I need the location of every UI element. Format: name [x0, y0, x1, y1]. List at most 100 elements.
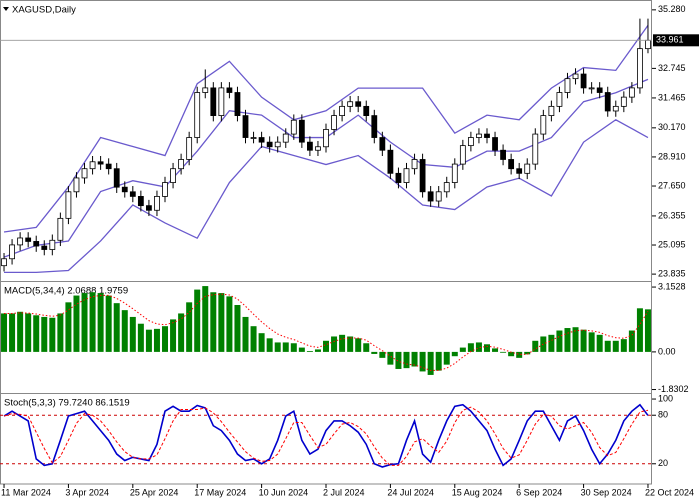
- candle-body: [467, 137, 474, 147]
- candle-body: [645, 39, 651, 50]
- stoch-main: [3, 403, 649, 468]
- candle-body: [339, 105, 345, 117]
- candle-body: [290, 119, 297, 135]
- candle-body: [97, 161, 104, 165]
- macd-bar: [314, 349, 321, 352]
- macd-bar: [49, 317, 56, 352]
- candle-body: [443, 182, 450, 193]
- candle-body: [266, 141, 273, 148]
- panel-title: Stoch(5,3,3) 79.7240 86.1519: [4, 398, 130, 409]
- menu-arrow: [3, 7, 9, 11]
- candle-body: [65, 191, 72, 219]
- macd-bar: [81, 293, 88, 352]
- candle-body: [572, 73, 579, 80]
- candle-body: [186, 137, 193, 160]
- macd-bar: [170, 319, 177, 352]
- macd-bar: [580, 329, 587, 352]
- y-tick-label: -1.8302: [658, 384, 689, 394]
- macd-bar: [403, 351, 410, 369]
- candle-body: [564, 78, 571, 93]
- candle-body: [170, 168, 176, 183]
- macd-bar: [65, 302, 72, 352]
- macd-bar: [459, 347, 466, 352]
- candle-body: [41, 245, 48, 250]
- macd-bar: [226, 296, 233, 352]
- candle-body: [146, 205, 152, 211]
- y-tick-label: 80: [658, 410, 668, 420]
- macd-bar: [467, 343, 474, 352]
- macd-bar: [492, 348, 499, 352]
- y-tick-label: 0.00: [658, 346, 676, 356]
- macd-bar: [194, 289, 201, 352]
- macd-bar: [347, 336, 354, 352]
- y-tick-label: 27.650: [658, 180, 686, 190]
- candle-body: [331, 115, 337, 130]
- x-tick-label: 15 Aug 2024: [452, 487, 503, 497]
- candle-body: [202, 87, 209, 93]
- candle-body: [89, 161, 96, 170]
- candle-body: [540, 115, 547, 135]
- macd-bar: [129, 316, 136, 352]
- candle-body: [81, 168, 88, 179]
- candle-body: [363, 105, 370, 117]
- macd-bar: [323, 340, 329, 352]
- candle-body: [620, 96, 627, 107]
- candle-body: [234, 92, 241, 117]
- stoch-signal: [3, 406, 649, 466]
- macd-signal: [4, 293, 649, 371]
- macd-bar: [451, 351, 458, 357]
- candle-body: [121, 186, 128, 193]
- candle-body: [451, 163, 458, 183]
- candle-body: [355, 101, 362, 107]
- candle-body: [403, 168, 410, 183]
- candle-body: [242, 115, 249, 138]
- x-tick-label: 10 Jun 2024: [259, 487, 309, 497]
- y-tick-label: 26.355: [658, 210, 686, 220]
- candle-body: [395, 172, 402, 183]
- candle-body: [162, 182, 168, 197]
- macd-bar: [17, 311, 24, 352]
- macd-bar: [435, 351, 442, 371]
- candle-body: [17, 237, 24, 246]
- candle-body: [387, 149, 394, 174]
- macd-bar: [202, 286, 209, 352]
- macd-bar: [572, 327, 579, 352]
- macd-bar: [411, 351, 418, 367]
- candle-body: [1, 258, 7, 267]
- macd-bar: [620, 339, 627, 352]
- macd-bar: [612, 340, 619, 352]
- candle-body: [258, 137, 265, 143]
- macd-bar: [419, 351, 426, 372]
- macd-bar: [564, 328, 571, 352]
- candle-body: [500, 149, 506, 160]
- last-price-box: [653, 34, 699, 47]
- candle-body: [154, 196, 160, 211]
- macd-bar: [121, 310, 128, 352]
- y-tick-label: 100: [658, 393, 673, 403]
- macd-bar: [73, 295, 80, 352]
- candle-body: [492, 137, 498, 151]
- macd-bar: [355, 338, 362, 352]
- y-tick-label: 31.465: [658, 92, 686, 102]
- macd-bar: [604, 340, 611, 352]
- candle-body: [637, 48, 643, 89]
- candle-body: [73, 177, 80, 193]
- candle-body: [604, 92, 611, 112]
- candle-body: [194, 92, 201, 138]
- macd-bar: [97, 293, 104, 352]
- macd-bar: [483, 344, 490, 352]
- macd-bar: [508, 351, 515, 357]
- plot-frame: [0, 0, 652, 485]
- macd-bar: [9, 313, 16, 352]
- macd-bar: [186, 302, 193, 352]
- candle-body: [379, 137, 386, 151]
- candle-body: [49, 239, 56, 250]
- x-tick-label: 11 Mar 2024: [1, 487, 51, 497]
- candle-body: [57, 217, 64, 241]
- macd-bar: [41, 316, 48, 352]
- candle-body: [427, 191, 434, 202]
- macd-bar: [363, 343, 370, 352]
- candle-body: [298, 119, 305, 143]
- candle-body: [274, 141, 281, 148]
